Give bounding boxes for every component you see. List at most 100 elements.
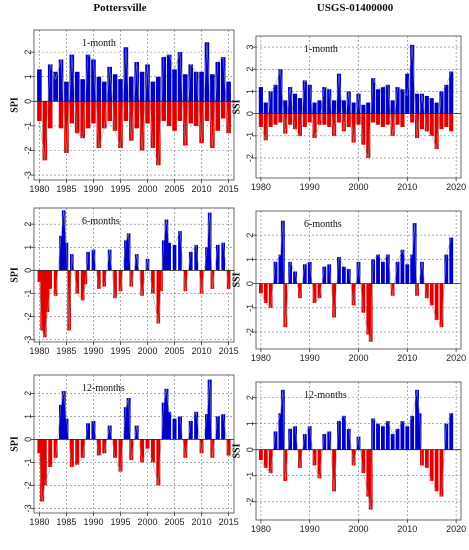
y-axis-label: SPI <box>10 97 21 113</box>
y-tick-label: -2 <box>245 154 255 162</box>
panel-label: 1-month <box>304 44 338 55</box>
bar-right-6-s0-28 <box>385 254 390 284</box>
bar-left-6-s0-29 <box>159 270 163 292</box>
bar-left-12-s0-35 <box>204 414 209 440</box>
bar-right-1-s0-2 <box>268 91 273 114</box>
bar-right-1-s0-28 <box>395 87 400 114</box>
y-tick-label: -1 <box>23 122 33 130</box>
bar-left-6-s0-5 <box>53 270 58 296</box>
bar-left-12-s0-36 <box>207 379 212 440</box>
bar-right-1-s1-21 <box>361 104 366 114</box>
y-tick-label: 0 <box>23 99 33 104</box>
bar-left-6-s0-30 <box>161 240 166 271</box>
x-tick-label: 2000 <box>137 346 157 356</box>
bar-right-12-s0-30 <box>395 428 400 450</box>
bar-right-1-s0-23 <box>371 78 376 114</box>
x-tick-label: 1980 <box>251 524 271 534</box>
bar-left-12-s0-34 <box>199 439 204 454</box>
bar-left-6-s0-26 <box>145 258 150 271</box>
bar-left-12-s0-7 <box>64 418 69 440</box>
bar-right-6-s0-24 <box>368 283 373 342</box>
bar-right-1-s1-39 <box>449 113 454 132</box>
x-tick-label: 2015 <box>219 346 239 356</box>
x-tick-label: 2010 <box>397 182 417 192</box>
bar-left-1-s0-12 <box>101 101 107 129</box>
bar-left-1-s0-1 <box>42 101 48 161</box>
bar-right-1-s0-4 <box>278 69 283 114</box>
bar-left-6-s0-41 <box>210 270 215 289</box>
x-tick-label: 1980 <box>251 182 271 192</box>
bar-right-12-s0-24 <box>368 449 373 510</box>
bar-left-6-s0-16 <box>97 270 101 289</box>
bar-right-1-s1-18 <box>346 113 351 127</box>
bar-right-1-s1-26 <box>385 113 390 125</box>
bar-left-6-s0-32 <box>167 242 171 271</box>
bar-left-12-s0-33 <box>194 411 199 440</box>
bar-right-12-s0-23 <box>366 449 371 497</box>
bar-left-6-s0-12 <box>80 270 85 301</box>
bar-left-1-s1-21 <box>150 81 156 102</box>
bar-left-1-s0-8 <box>80 101 85 139</box>
bar-left-1-s1-23 <box>161 101 167 121</box>
bar-right-6-s0-8 <box>293 271 297 284</box>
panel-label: 6-months <box>304 219 342 230</box>
bar-left-6-s0-3 <box>45 270 50 312</box>
bar-left-6-s0-20 <box>118 270 123 292</box>
bar-left-6-s0-40 <box>207 212 212 271</box>
bar-left-1-s0-2 <box>47 64 53 102</box>
bar-right-12-s0-37 <box>424 449 429 468</box>
bar-left-1-s0-28 <box>188 64 194 102</box>
bar-right-1-s1-34 <box>424 95 429 114</box>
bar-left-6-s0-37 <box>194 244 198 271</box>
bar-right-1-s1-16 <box>336 113 342 123</box>
bar-left-6-s0-4 <box>48 270 53 289</box>
bar-left-12-s0-14 <box>102 439 107 454</box>
bar-left-12-s0-11 <box>86 423 91 440</box>
bar-left-1-s1-12 <box>101 81 107 102</box>
bar-right-1-s0-35 <box>429 113 434 136</box>
series-line-right-12 <box>260 389 452 510</box>
bar-right-12-s0-19 <box>346 428 351 450</box>
bar-right-1-s0-20 <box>356 93 361 114</box>
bar-left-1-s0-18 <box>134 61 139 102</box>
bar-left-6-s0-18 <box>107 249 112 271</box>
bar-right-6-s0-4 <box>278 254 283 284</box>
y-tick-label: -3 <box>23 504 33 512</box>
y-tick-label: -2 <box>23 481 33 489</box>
bar-left-6-s0-35 <box>183 270 188 292</box>
bar-right-12-s0-22 <box>361 449 366 474</box>
bar-left-1-s0-13 <box>107 66 112 102</box>
x-tick-label: 1990 <box>83 184 103 194</box>
bar-right-1-s1-11 <box>312 102 317 114</box>
bar-left-12-s0-17 <box>118 439 123 472</box>
y-tick-label: 1 <box>245 89 255 94</box>
bar-left-6-s0-33 <box>172 244 177 271</box>
bar-right-6-s0-11 <box>307 261 312 284</box>
bar-right-1-s1-35 <box>429 98 434 114</box>
bar-right-1-s0-32 <box>414 113 420 139</box>
bar-right-6-s0-41 <box>444 254 449 284</box>
x-tick-label: 1980 <box>251 353 271 363</box>
x-tick-label: 2010 <box>192 184 212 194</box>
bar-right-6-s0-42 <box>449 237 454 284</box>
bar-right-6-s0-0 <box>258 283 263 294</box>
bar-left-1-s0-4 <box>58 59 64 102</box>
bar-left-12-s0-13 <box>96 439 101 456</box>
bar-left-6-s0-31 <box>164 219 169 271</box>
bar-right-1-s1-22 <box>366 102 371 114</box>
bar-right-1-s1-25 <box>380 113 385 127</box>
y-axis-label: SSI <box>232 272 243 287</box>
bar-right-1-s1-20 <box>356 113 361 125</box>
bar-left-1-s0-19 <box>139 101 145 151</box>
x-tick-label: 2005 <box>165 184 185 194</box>
bar-left-6-s0-0 <box>37 270 42 282</box>
bar-left-1-s1-34 <box>220 101 226 119</box>
x-tick-label: 2015 <box>219 517 239 527</box>
bar-right-1-s1-27 <box>390 100 395 114</box>
bar-right-1-s0-26 <box>385 84 390 114</box>
bar-right-12-s0-14 <box>322 434 327 450</box>
bar-left-12-s0-23 <box>145 439 150 449</box>
bar-left-6-s0-43 <box>221 242 226 271</box>
x-tick-label: 1990 <box>300 524 320 534</box>
bar-left-1-s1-8 <box>80 79 85 102</box>
